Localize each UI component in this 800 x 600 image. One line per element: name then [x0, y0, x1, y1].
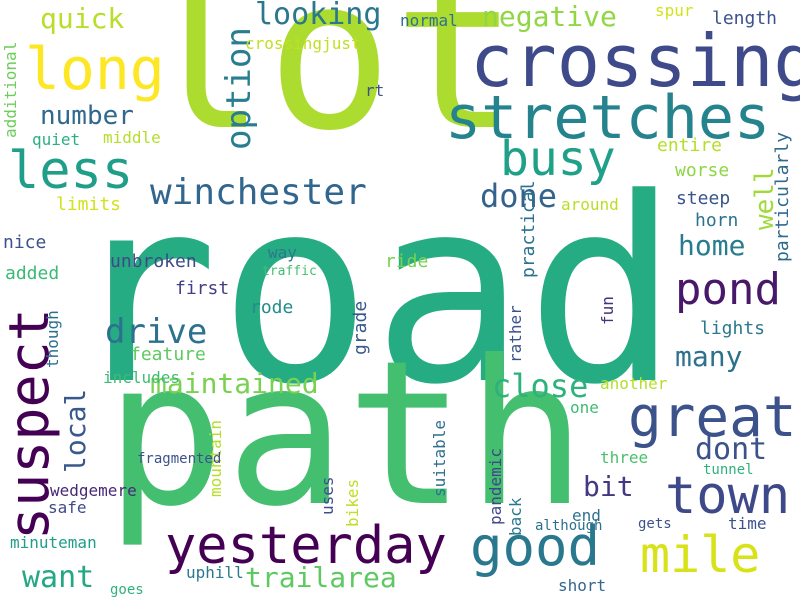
word-dont: dont — [695, 432, 768, 467]
word-want: want — [22, 560, 95, 595]
word-limits: limits — [56, 194, 122, 215]
word-many: many — [675, 340, 743, 373]
word-path: path — [105, 318, 587, 551]
word-bit: bit — [583, 470, 634, 503]
word-pond: pond — [675, 264, 781, 315]
word-spur: spur — [655, 1, 694, 20]
word-includes: includes — [103, 368, 181, 387]
word-lights: lights — [700, 318, 766, 339]
word-three: three — [600, 448, 649, 467]
word-particularly: particularly — [772, 131, 793, 262]
word-another: another — [600, 374, 668, 393]
word-yesterday: yesterday — [165, 516, 447, 576]
word-lot: lot — [140, 0, 520, 177]
word-good: good — [470, 515, 601, 578]
word-feature: feature — [130, 344, 206, 365]
word-practical: practical — [518, 180, 539, 278]
word-drive: drive — [105, 312, 208, 352]
word-done: done — [480, 177, 558, 215]
word-length: length — [712, 8, 778, 29]
word-pandemic: pandemic — [486, 447, 505, 525]
word-great: great — [628, 385, 797, 450]
word-rather: rather — [506, 305, 525, 363]
word-tunnel: tunnel — [703, 462, 754, 478]
word-uses: uses — [318, 476, 337, 515]
word-safe: safe — [48, 498, 87, 517]
word-fun: fun — [598, 296, 617, 325]
word-fragmented: fragmented — [137, 451, 222, 467]
word-rt: rt — [365, 81, 385, 100]
word-short: short — [558, 576, 607, 595]
word-suitable: suitable — [430, 419, 449, 497]
word-number: number — [40, 101, 134, 131]
word-traffic: traffic — [262, 264, 317, 279]
word-bikes: bikes — [343, 478, 362, 527]
word-mile: mile — [640, 526, 761, 584]
word-uphill: uphill — [186, 563, 244, 582]
word-close: close — [492, 367, 589, 405]
word-busy: busy — [500, 131, 616, 187]
word-negative: negative — [482, 0, 617, 33]
word-home: home — [678, 229, 746, 262]
word-long: long — [25, 35, 165, 103]
word-around: around — [561, 195, 619, 214]
word-added: added — [5, 263, 60, 284]
word-middle: middle — [103, 128, 161, 147]
word-local: local — [59, 388, 92, 473]
word-time: time — [728, 514, 767, 533]
word-end: end — [572, 506, 601, 525]
word-town: town — [665, 466, 791, 526]
word-stretches: stretches — [445, 83, 771, 153]
word-back: back — [506, 497, 525, 536]
word-crossing: crossing — [470, 19, 800, 103]
word-unbroken: unbroken — [110, 251, 197, 272]
word-less: less — [8, 141, 134, 201]
word-nice: nice — [3, 232, 47, 253]
word-minuteman: minuteman — [10, 533, 97, 552]
word-steep: steep — [676, 188, 731, 209]
word-additional: additional — [1, 41, 20, 138]
word-normal: normal — [400, 11, 458, 30]
word-goes: goes — [110, 582, 144, 598]
word-quiet: quiet — [32, 130, 81, 149]
word-though: though — [43, 310, 62, 368]
word-wedgemere: wedgemere — [50, 481, 137, 500]
word-winchester: winchester — [150, 172, 367, 213]
word-road: road — [65, 144, 680, 441]
word-crossingjust: crossingjust — [245, 34, 361, 53]
word-grade: grade — [350, 300, 371, 355]
word-trailarea: trailarea — [245, 561, 397, 594]
word-looking: looking — [255, 0, 382, 32]
word-ride: ride — [385, 251, 429, 272]
word-gets: gets — [638, 516, 672, 532]
word-quick: quick — [40, 2, 125, 35]
word-maintained: maintained — [150, 367, 319, 400]
word-worse: worse — [675, 160, 730, 181]
word-way: way — [268, 243, 297, 262]
word-although: although — [535, 518, 603, 534]
word-rode: rode — [250, 297, 294, 318]
word-horn: horn — [695, 210, 739, 231]
word-entire: entire — [657, 135, 723, 156]
word-one: one — [570, 398, 599, 417]
word-first: first — [175, 278, 230, 299]
